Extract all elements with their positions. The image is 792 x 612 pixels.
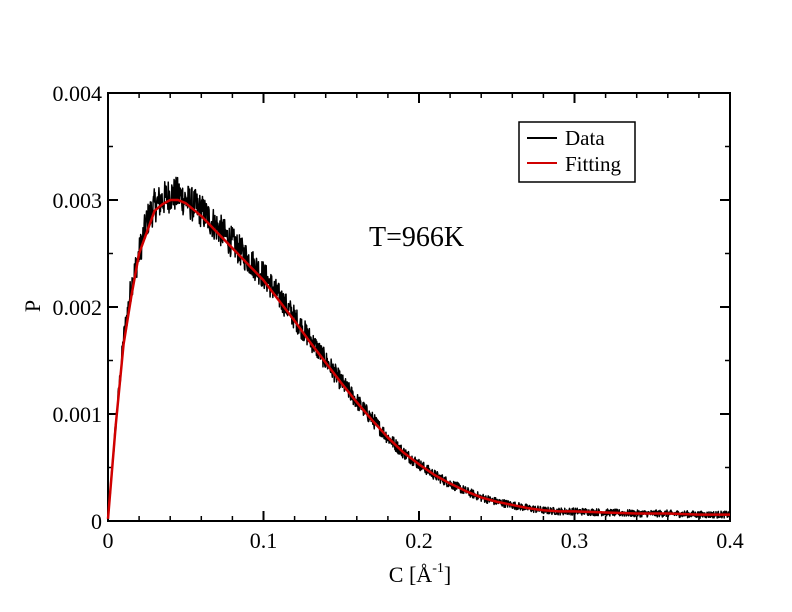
x-tick-label: 0.1: [250, 528, 278, 553]
axis-ticks: 0 0.1 0.2 0.3 0.4 0 0.001 0.002 0.003 0.004: [53, 81, 744, 553]
y-tick-label: 0.004: [53, 81, 103, 106]
series-line-fitting: [106, 198, 730, 519]
series-line-data: [107, 176, 731, 519]
legend-box: [518, 121, 636, 183]
x-axis-label-main: C [Å: [389, 562, 433, 587]
plot-frame: [107, 92, 731, 522]
x-axis-label: C [Å-1]: [389, 561, 451, 587]
y-tick-label: 0: [91, 509, 102, 534]
y-axis-label: P: [20, 300, 45, 312]
y-tick-label: 0.002: [53, 295, 103, 320]
x-tick-label: 0.3: [561, 528, 589, 553]
legend-label-fitting: Fitting: [565, 152, 622, 176]
x-axis-label-superscript: -1: [432, 561, 444, 576]
x-tick-label: 0.4: [716, 528, 744, 553]
y-tick-label: 0.001: [53, 402, 103, 427]
y-tick-label: 0.003: [53, 188, 103, 213]
legend: Data Fitting: [518, 121, 636, 183]
legend-label-data: Data: [565, 126, 605, 150]
x-tick-label: 0.2: [405, 528, 433, 553]
temperature-annotation: T=966K: [369, 222, 464, 253]
x-axis-label-close: ]: [444, 562, 451, 587]
series-layer: [106, 176, 731, 519]
x-tick-label: 0: [103, 528, 114, 553]
